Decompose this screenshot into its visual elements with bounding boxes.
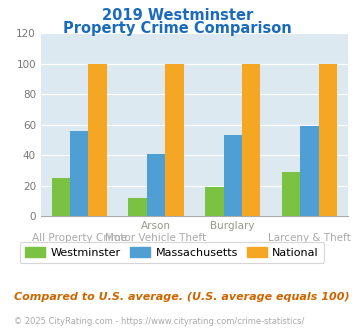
Text: Motor Vehicle Theft: Motor Vehicle Theft xyxy=(105,233,207,243)
Text: All Property Crime: All Property Crime xyxy=(32,233,127,243)
Bar xyxy=(165,63,184,216)
Bar xyxy=(129,198,147,216)
Text: © 2025 CityRating.com - https://www.cityrating.com/crime-statistics/: © 2025 CityRating.com - https://www.city… xyxy=(14,317,305,326)
Bar xyxy=(282,172,300,216)
Bar xyxy=(70,131,88,216)
Text: Arson: Arson xyxy=(141,221,171,231)
Bar xyxy=(88,63,107,216)
Bar xyxy=(319,63,337,216)
Text: Compared to U.S. average. (U.S. average equals 100): Compared to U.S. average. (U.S. average … xyxy=(14,292,350,302)
Bar xyxy=(242,63,260,216)
Bar xyxy=(224,135,242,216)
Text: Larceny & Theft: Larceny & Theft xyxy=(268,233,351,243)
Bar xyxy=(300,126,319,216)
Bar xyxy=(147,153,165,216)
Bar xyxy=(205,187,224,216)
Legend: Westminster, Massachusetts, National: Westminster, Massachusetts, National xyxy=(20,242,324,263)
Bar xyxy=(51,178,70,216)
Text: Property Crime Comparison: Property Crime Comparison xyxy=(63,21,292,36)
Text: Burglary: Burglary xyxy=(211,221,255,231)
Text: 2019 Westminster: 2019 Westminster xyxy=(102,8,253,23)
